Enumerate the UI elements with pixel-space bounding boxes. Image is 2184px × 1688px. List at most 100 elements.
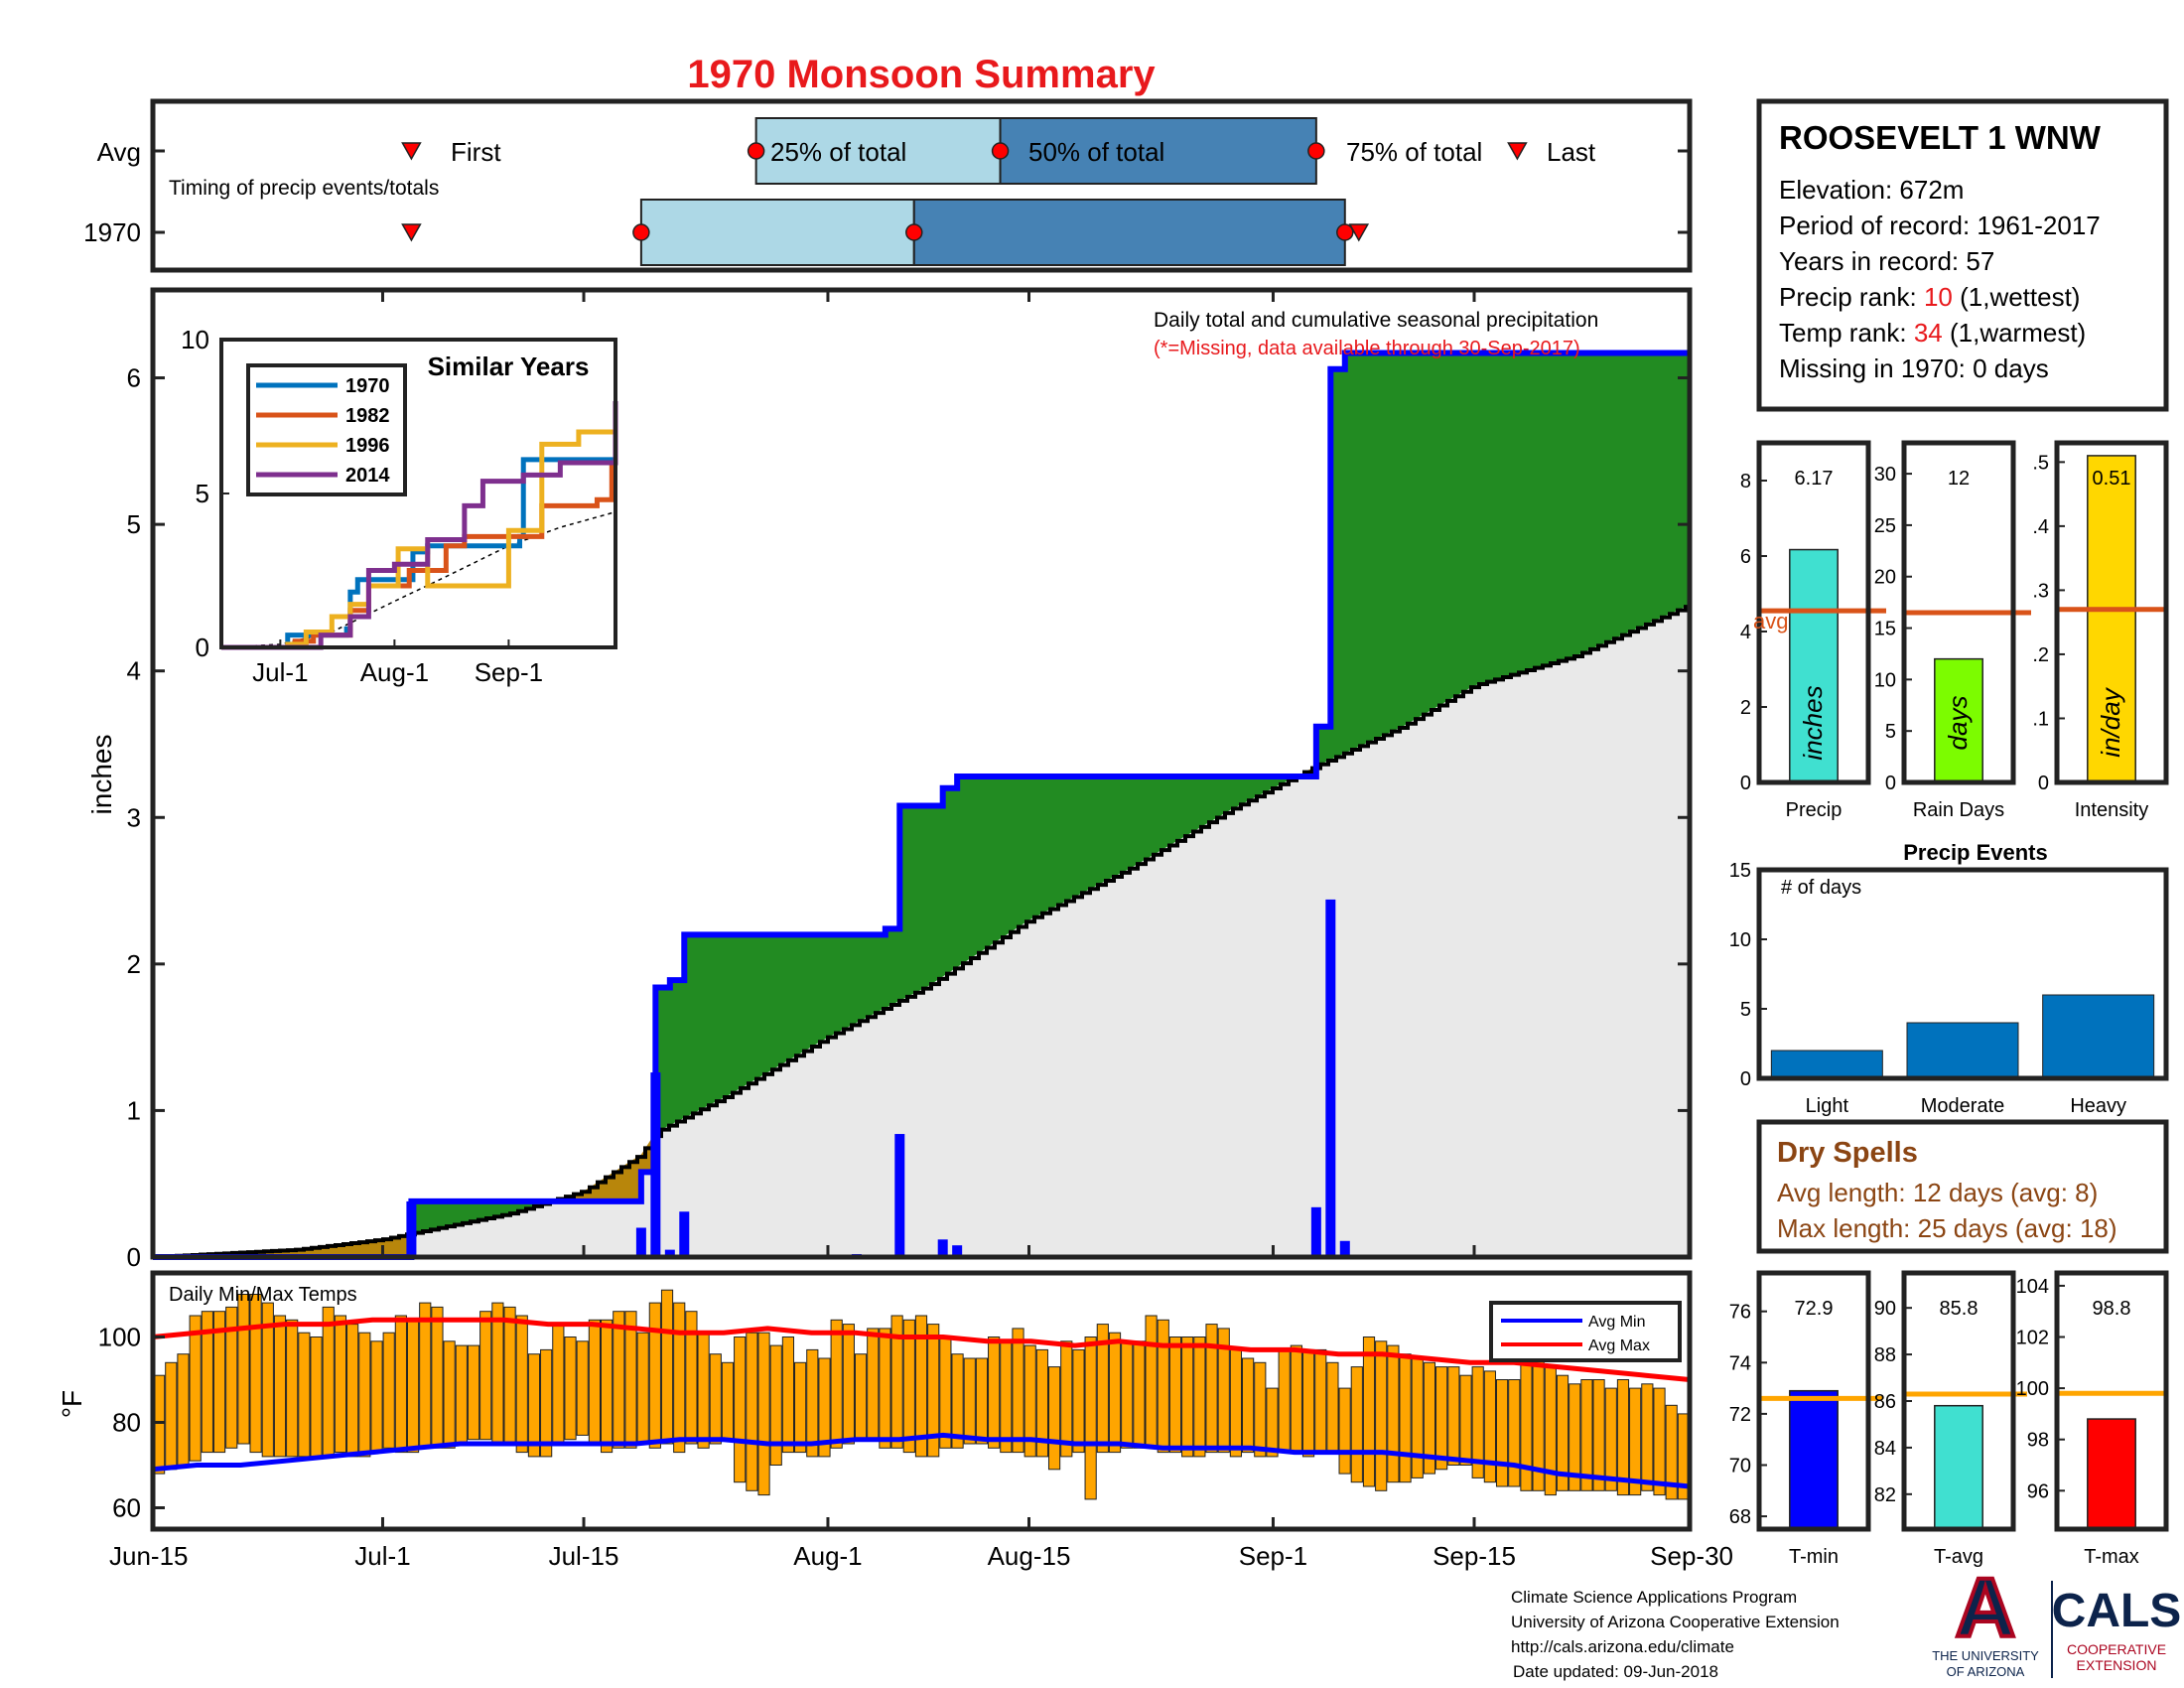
temps-ytick-label: 80: [112, 1408, 141, 1438]
temp-range-bar: [1459, 1374, 1472, 1466]
intensity_bar-ytick-label: .2: [2032, 644, 2049, 666]
tmax_bar-bar: [2087, 1418, 2136, 1530]
tmax_bar-frame: [2054, 1270, 2169, 1532]
intensity_bar-ytick-label: .1: [2032, 708, 2049, 730]
university-of-arizona-logo: A THE UNIVERSITY OF ARIZONA: [1932, 1559, 2039, 1679]
inset-ytick-label: 10: [181, 325, 209, 354]
daily-precip-bar: [1310, 1206, 1321, 1257]
date-xtick-label: Jul-1: [354, 1541, 410, 1571]
temp-range-bar: [1556, 1374, 1570, 1491]
timing-year-label: 1970: [83, 217, 141, 247]
precip_bar-ytick-label: 8: [1740, 471, 1751, 492]
timing-p50-label: 50% of total: [1028, 137, 1164, 167]
station-missing: Missing in 1970: 0 days: [1779, 353, 2049, 383]
avg-min-legend-label: Avg Min: [1588, 1314, 1646, 1331]
raindays_bar-ytick-label: 15: [1874, 619, 1896, 640]
temp-range-bar: [177, 1353, 190, 1466]
intensity_bar-ytick-label: 0: [2038, 773, 2049, 794]
avg-min-line: [152, 1432, 1691, 1489]
events-title: Precip Events: [1903, 840, 2048, 865]
daily-precip-bar: [635, 1227, 646, 1257]
temp-range-bar: [273, 1315, 287, 1458]
events-ytick-label: 0: [1740, 1068, 1751, 1090]
events-plot: Light Moderate Heavy 0 5 10 15: [1729, 860, 2155, 1117]
temp-range-bar: [1301, 1348, 1315, 1458]
precip-chart-title: Daily total and cumulative seasonal prec…: [1154, 309, 1598, 332]
avg-max-line: [152, 1317, 1691, 1382]
temp-range-bar: [1544, 1366, 1557, 1496]
events-frame: [1756, 867, 2169, 1081]
tmax_bar-ytick-label: 102: [2016, 1328, 2049, 1349]
raindays_bar-ytick-label: 5: [1885, 721, 1896, 743]
y1970-bar-50-75: [912, 199, 1346, 266]
temps-ytick-label: 60: [112, 1493, 141, 1523]
precip_bar-ytick-label: 0: [1740, 773, 1751, 794]
temp-range-bar: [1616, 1379, 1630, 1496]
tmax_bar-ytick-label: 96: [2027, 1480, 2049, 1502]
temps-title: Daily Min/Max Temps: [169, 1284, 357, 1306]
inset-legend-label: 1970: [345, 375, 390, 397]
temp-range-bar: [201, 1311, 213, 1454]
temp-range-bar: [1084, 1336, 1097, 1500]
temp-range-bar: [1604, 1387, 1617, 1491]
temp-range-bar: [939, 1336, 952, 1449]
temps-ylabel: °F: [57, 1390, 87, 1418]
temp-range-bar: [1569, 1383, 1581, 1491]
temp-range-bar: [1072, 1348, 1085, 1454]
events-bar-light: [1770, 1050, 1883, 1079]
cals-logo-line1: COOPERATIVE: [2067, 1641, 2166, 1657]
precip-ytick-label: 4: [127, 656, 141, 686]
mini-chart-tmax_bar: 98.8 96 98 100 102 104 T-max: [2016, 1270, 2169, 1568]
tmin_bar-ytick-label: 74: [1729, 1352, 1751, 1374]
temp-range-bar: [842, 1324, 855, 1445]
y1970-last-marker: [1348, 223, 1370, 242]
raindays_bar-ytick-label: 25: [1874, 515, 1896, 537]
temp-range-bar: [1242, 1357, 1255, 1454]
dry-spells-title: Dry Spells: [1777, 1137, 1918, 1169]
precip_bar-avg-label: avg: [1753, 609, 1788, 633]
temp-range-bar: [1145, 1315, 1158, 1449]
mini-chart-precip_bar: 6.17 0 2 4 6 8 Precip inches avg: [1740, 440, 1886, 821]
temp-range-bar: [1024, 1344, 1036, 1458]
precip-ytick-label: 6: [127, 363, 141, 393]
footer-line1: Climate Science Applications Program: [1511, 1588, 1797, 1607]
events-category-label: Heavy: [2070, 1095, 2126, 1117]
normal-fill-area: [153, 605, 1690, 1257]
temp-range-bar: [1047, 1366, 1061, 1471]
daily-precip-bar: [952, 1245, 963, 1257]
cals-logo: CALS COOPERATIVE EXTENSION: [2052, 1585, 2182, 1673]
temp-range-bar: [552, 1324, 565, 1445]
temp-range-bar: [660, 1289, 674, 1445]
dry-spells-box: Dry Spells Avg length: 12 days (avg: 8) …: [1756, 1119, 2169, 1254]
raindays_bar-value-label: 12: [1948, 468, 1970, 490]
temp-range-bar: [1435, 1366, 1448, 1471]
timing-p75-label: 75% of total: [1346, 137, 1482, 167]
intensity_bar-ytick-label: .5: [2032, 452, 2049, 474]
timing-last-label: Last: [1547, 137, 1596, 167]
avg-p50-marker: [991, 142, 1010, 160]
raindays_bar-ytick-label: 10: [1874, 669, 1896, 691]
tavg_bar-ytick-label: 90: [1874, 1298, 1896, 1320]
tavg_bar-bar: [1934, 1404, 1983, 1530]
tmin_bar-frame: [1756, 1270, 1871, 1532]
temps-legend: [1489, 1301, 1682, 1362]
tmin_bar-ytick-label: 76: [1729, 1302, 1751, 1324]
inset-plot: 0 5 10 Jul-1 Aug-1 Sep-1: [181, 325, 618, 687]
temp-range-bar: [1580, 1379, 1593, 1491]
inset-series-2014: [221, 401, 618, 650]
date-xtick-label: Sep-15: [1433, 1541, 1516, 1571]
temp-range-bar: [1495, 1379, 1509, 1487]
temp-range-bar: [818, 1357, 831, 1458]
raindays_bar-frame: [1901, 440, 2016, 785]
timing-bars: [153, 117, 1690, 266]
temp-range-bar: [310, 1336, 323, 1458]
tmin_bar-category-label: T-min: [1789, 1546, 1839, 1568]
dry-spells-max: Max length: 25 days (avg: 18): [1777, 1213, 2117, 1243]
temp-range-bar: [1375, 1340, 1388, 1491]
y1970-p50-marker: [905, 223, 923, 241]
temp-range-bar: [914, 1315, 928, 1458]
temp-range-bar: [491, 1302, 504, 1445]
inset-normal-line: [220, 510, 616, 648]
y1970-p75-marker: [1336, 223, 1354, 241]
